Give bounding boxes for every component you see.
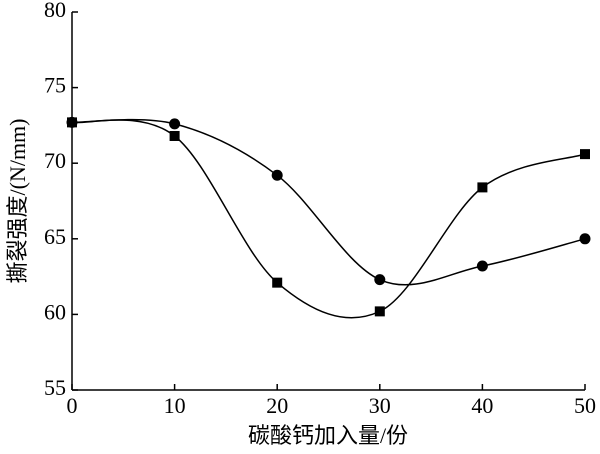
- marker: [66, 116, 78, 128]
- y-tick-label: 70: [44, 148, 66, 173]
- y-tick-label: 80: [44, 0, 66, 22]
- x-tick-label: 20: [266, 393, 288, 418]
- marker: [580, 149, 590, 160]
- y-tick-label: 60: [44, 299, 66, 324]
- x-tick-label: 0: [67, 393, 78, 418]
- y-axis-label: 撕裂强度/(N/mm): [5, 119, 30, 284]
- x-tick-label: 30: [369, 393, 391, 418]
- x-tick-label: 50: [574, 393, 596, 418]
- marker: [272, 277, 283, 288]
- marker: [374, 306, 385, 317]
- marker: [476, 260, 488, 272]
- x-tick-label: 40: [471, 393, 493, 418]
- marker: [374, 274, 386, 286]
- y-tick-label: 65: [44, 224, 66, 249]
- marker: [271, 169, 283, 181]
- marker: [477, 182, 488, 193]
- line: [71, 118, 586, 286]
- y-tick-label: 75: [44, 73, 66, 98]
- marker: [169, 118, 181, 130]
- x-axis-label: 碳酸钙加入量/份: [248, 423, 408, 448]
- line: [71, 119, 586, 319]
- marker: [169, 130, 180, 141]
- x-tick-label: 10: [164, 393, 186, 418]
- marker: [579, 233, 591, 245]
- y-tick-label: 55: [44, 375, 66, 400]
